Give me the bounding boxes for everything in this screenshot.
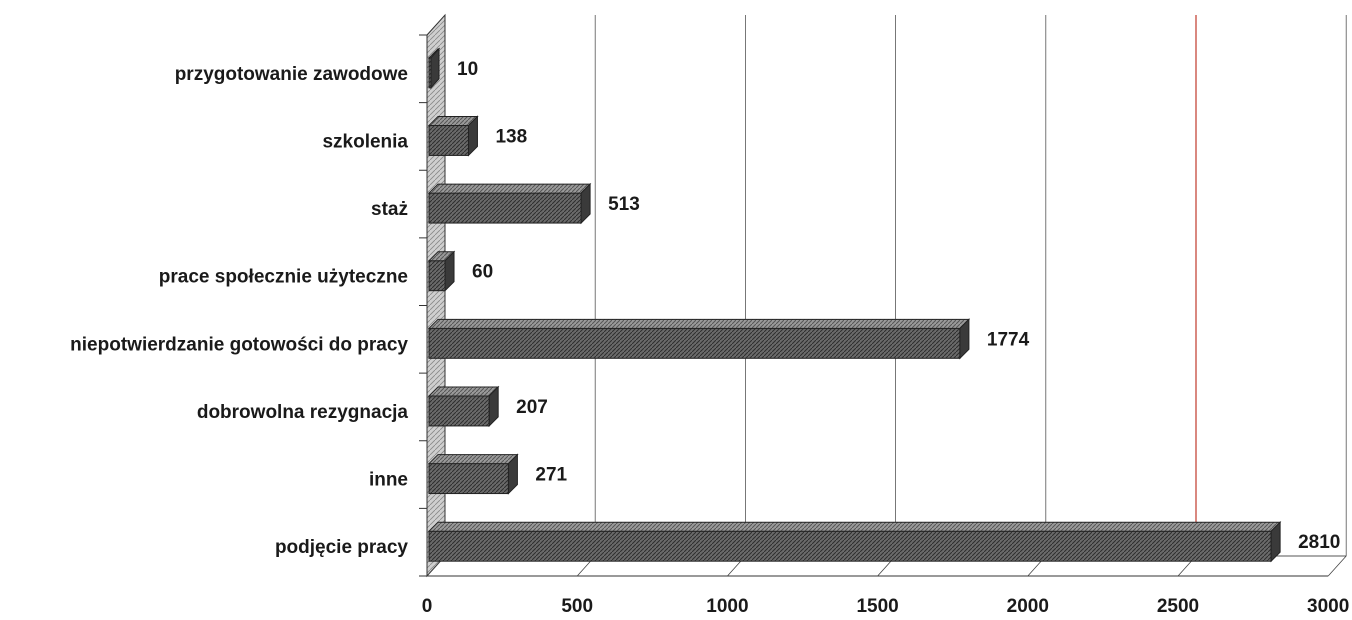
bar (428, 530, 1272, 562)
x-tick-label: 2000 (1007, 596, 1049, 617)
chart-wall (426, 13, 1347, 578)
category-label: staż (371, 199, 408, 220)
bar-top (427, 521, 1282, 532)
bar-side (1270, 520, 1281, 563)
x-tick-label: 0 (422, 596, 433, 617)
bar (428, 395, 490, 427)
data-label: 60 (472, 262, 493, 283)
bar-top (427, 454, 519, 465)
bar (428, 192, 582, 224)
bar-top (427, 183, 592, 194)
x-tick-label: 1000 (706, 596, 748, 617)
category-label: inne (369, 470, 408, 491)
bar (428, 124, 469, 156)
bars (427, 47, 1282, 563)
data-label: 138 (495, 126, 527, 147)
x-axis-ticks: 0 500 1000 1500 2000 2500 3000 (422, 596, 1350, 617)
data-label: 271 (535, 465, 567, 486)
gridlines (419, 15, 1347, 577)
x-tick-label: 3000 (1307, 596, 1349, 617)
category-label: prace społecznie użyteczne (159, 267, 408, 288)
data-label: 10 (457, 59, 478, 80)
category-label: dobrowolna rezygnacja (197, 402, 409, 423)
x-tick-label: 1500 (856, 596, 898, 617)
data-label: 207 (516, 397, 548, 418)
bar-side (444, 250, 455, 292)
bar-side (959, 318, 970, 360)
category-label: podjęcie pracy (275, 537, 408, 558)
bar (428, 463, 509, 495)
data-label: 513 (608, 194, 640, 215)
category-label: szkolenia (322, 131, 408, 152)
x-tick-label: 500 (561, 596, 593, 617)
bar (428, 327, 961, 359)
category-label: niepotwierdzanie gotowości do pracy (70, 334, 408, 355)
bar-side (580, 182, 591, 225)
bar-top (427, 386, 500, 397)
bar-side (430, 47, 440, 90)
category-label: przygotowanie zawodowe (175, 64, 408, 85)
bar-side (467, 115, 478, 157)
bar (428, 260, 446, 292)
bar-top (427, 318, 971, 329)
category-labels: przygotowanie zawodowe szkolenia staż prace… (70, 64, 408, 558)
x-tick-label: 2500 (1157, 596, 1199, 617)
bar-side (488, 385, 499, 428)
data-labels: 10 138 513 60 1774 207 271 2810 (457, 59, 1340, 553)
data-label: 1774 (987, 329, 1030, 350)
floor-gridline (1327, 555, 1347, 577)
bar-side (507, 453, 518, 495)
data-label: 2810 (1298, 532, 1340, 553)
